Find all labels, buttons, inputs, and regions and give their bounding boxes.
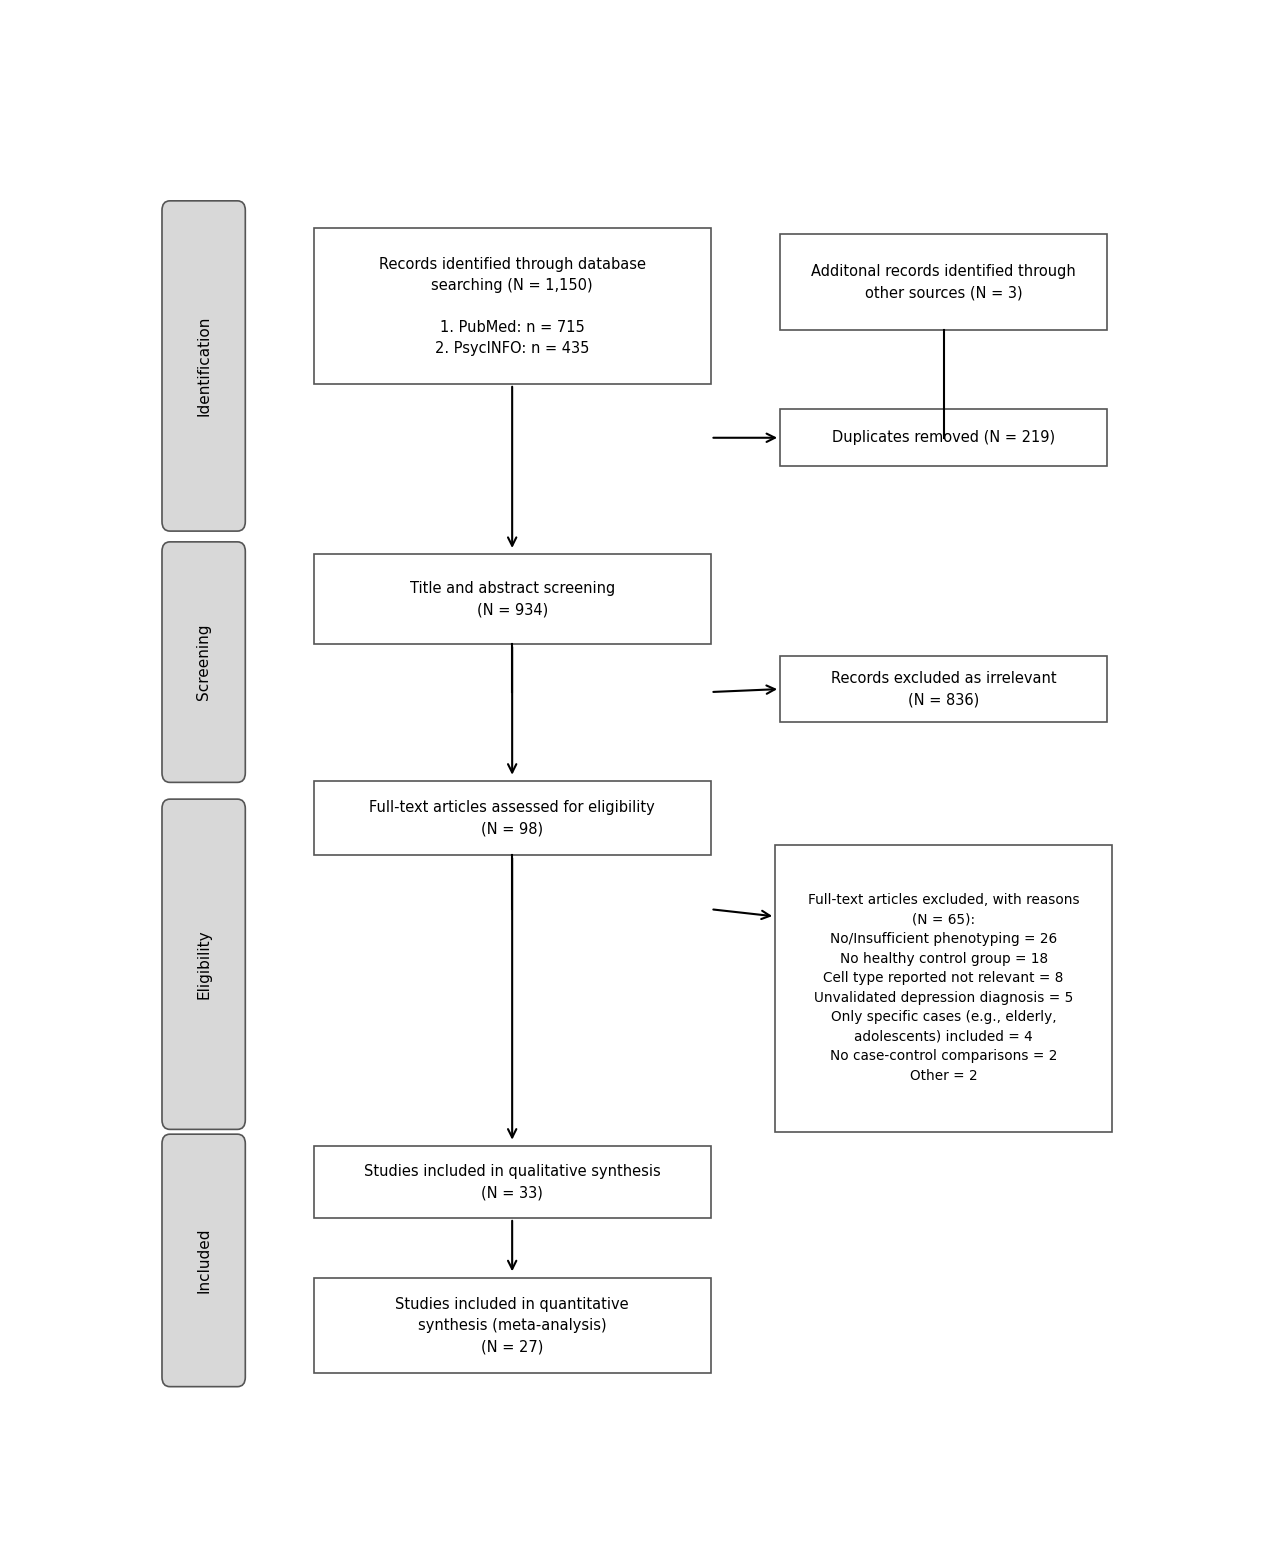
FancyBboxPatch shape xyxy=(780,409,1107,466)
Text: Identification: Identification xyxy=(196,315,211,416)
FancyBboxPatch shape xyxy=(163,799,246,1130)
FancyBboxPatch shape xyxy=(776,845,1112,1131)
FancyBboxPatch shape xyxy=(163,542,246,782)
Text: Records identified through database
searching (N = 1,150)

1. PubMed: n = 715
2.: Records identified through database sear… xyxy=(379,256,645,356)
Text: Additonal records identified through
other sources (N = 3): Additonal records identified through oth… xyxy=(812,264,1076,300)
FancyBboxPatch shape xyxy=(314,1147,710,1218)
Text: Full-text articles excluded, with reasons
(N = 65):
No/Insufficient phenotyping : Full-text articles excluded, with reason… xyxy=(808,894,1079,1083)
FancyBboxPatch shape xyxy=(163,1134,246,1386)
Text: Duplicates removed (N = 219): Duplicates removed (N = 219) xyxy=(832,430,1055,446)
Text: Eligibility: Eligibility xyxy=(196,929,211,999)
Text: Full-text articles assessed for eligibility
(N = 98): Full-text articles assessed for eligibil… xyxy=(370,800,655,836)
FancyBboxPatch shape xyxy=(780,235,1107,329)
Text: Screening: Screening xyxy=(196,623,211,701)
FancyBboxPatch shape xyxy=(314,782,710,855)
Text: Title and abstract screening
(N = 934): Title and abstract screening (N = 934) xyxy=(410,581,614,617)
FancyBboxPatch shape xyxy=(314,228,710,384)
Text: Studies included in quantitative
synthesis (meta-analysis)
(N = 27): Studies included in quantitative synthes… xyxy=(396,1298,628,1354)
Text: Records excluded as irrelevant
(N = 836): Records excluded as irrelevant (N = 836) xyxy=(831,671,1056,707)
FancyBboxPatch shape xyxy=(314,1277,710,1374)
FancyBboxPatch shape xyxy=(780,656,1107,723)
Text: Included: Included xyxy=(196,1228,211,1293)
FancyBboxPatch shape xyxy=(163,200,246,531)
Text: Studies included in qualitative synthesis
(N = 33): Studies included in qualitative synthesi… xyxy=(364,1164,660,1200)
FancyBboxPatch shape xyxy=(314,555,710,645)
